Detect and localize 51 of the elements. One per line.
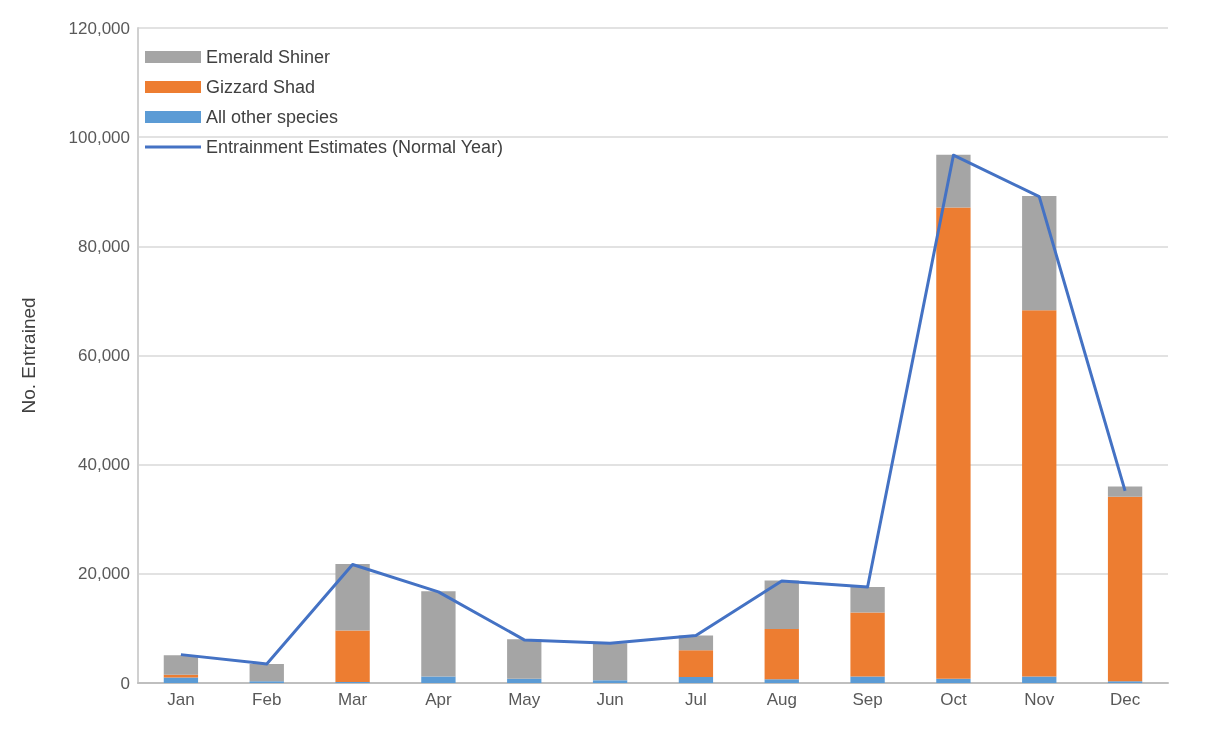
- x-tick-label: Jan: [167, 690, 195, 709]
- bar: [1022, 676, 1057, 683]
- bar: [764, 679, 799, 683]
- y-tick-label: 60,000: [78, 346, 130, 365]
- bar: [850, 676, 885, 683]
- bar: [678, 677, 714, 683]
- x-tick-label: May: [508, 690, 541, 709]
- x-tick-label: Jul: [685, 690, 707, 709]
- bar: [335, 564, 370, 631]
- y-tick-label: 0: [120, 673, 130, 693]
- bar: [507, 678, 542, 683]
- bar: [592, 680, 628, 683]
- legend-label: All other species: [206, 107, 339, 127]
- y-tick-label: 120,000: [68, 18, 130, 38]
- x-tick-label: Mar: [337, 690, 368, 709]
- bar: [163, 677, 199, 683]
- bar: [507, 639, 542, 679]
- y-tick-label: 100,000: [68, 127, 130, 147]
- bar: [249, 663, 284, 682]
- x-tick-label: Nov: [1024, 690, 1055, 709]
- bar: [850, 586, 885, 613]
- bar: [421, 591, 456, 677]
- bar: [764, 628, 799, 680]
- bar: [163, 674, 199, 678]
- x-tick-label: Oct: [940, 690, 967, 709]
- bar: [936, 678, 971, 683]
- bar: [1022, 310, 1057, 677]
- bar: [1107, 486, 1143, 497]
- bar: [764, 580, 799, 629]
- legend-label: Entrainment Estimates (Normal Year): [206, 137, 504, 157]
- x-tick-label: Aug: [766, 690, 797, 709]
- y-tick-label: 20,000: [78, 564, 130, 584]
- y-tick-label: 40,000: [78, 455, 130, 475]
- bar: [421, 676, 456, 683]
- x-tick-label: Jun: [596, 690, 624, 709]
- bar: [850, 612, 885, 677]
- bar: [678, 650, 714, 677]
- x-tick-label: Feb: [252, 690, 282, 709]
- bar: [163, 655, 199, 675]
- legend-label: Emerald Shiner: [206, 47, 331, 67]
- bar: [936, 207, 971, 679]
- x-tick-label: Sep: [852, 690, 883, 709]
- bar: [592, 643, 628, 681]
- x-tick-label: Apr: [425, 690, 452, 709]
- legend-label: Gizzard Shad: [206, 77, 316, 97]
- x-tick-label: Dec: [1109, 690, 1141, 709]
- bar: [1022, 196, 1057, 311]
- bar: [335, 630, 370, 682]
- y-tick-label: 80,000: [78, 236, 130, 256]
- bar: [1107, 496, 1143, 682]
- y-axis-title: No. Entrained: [18, 297, 39, 414]
